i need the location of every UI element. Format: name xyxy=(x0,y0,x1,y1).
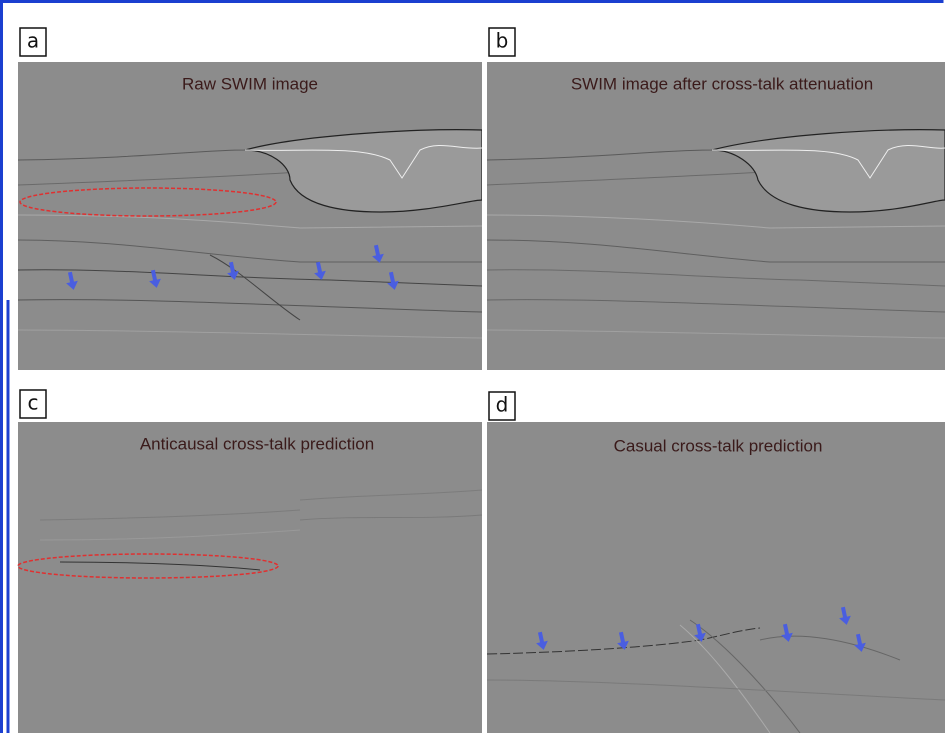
seismic-image xyxy=(18,422,482,733)
panel-title: Raw SWIM image xyxy=(182,74,318,93)
panel-label: c xyxy=(28,391,39,415)
panel-c: c Anticausal cross-talk prediction xyxy=(18,390,482,733)
panel-d: d Casual cross-talk prediction xyxy=(487,392,945,733)
panel-b: b SWIM image after cross-talk attenuatio… xyxy=(487,28,945,370)
panel-a: a Raw SWIM image xyxy=(18,28,482,370)
figure: a Raw SWIM image b xyxy=(0,0,945,733)
panel-title: Casual cross-talk prediction xyxy=(614,436,823,455)
seismic-image xyxy=(487,422,945,733)
panel-title: SWIM image after cross-talk attenuation xyxy=(571,74,873,93)
panel-label: a xyxy=(27,29,39,53)
panel-title: Anticausal cross-talk prediction xyxy=(140,434,374,453)
panel-label: d xyxy=(496,393,509,417)
panel-label: b xyxy=(496,29,509,53)
